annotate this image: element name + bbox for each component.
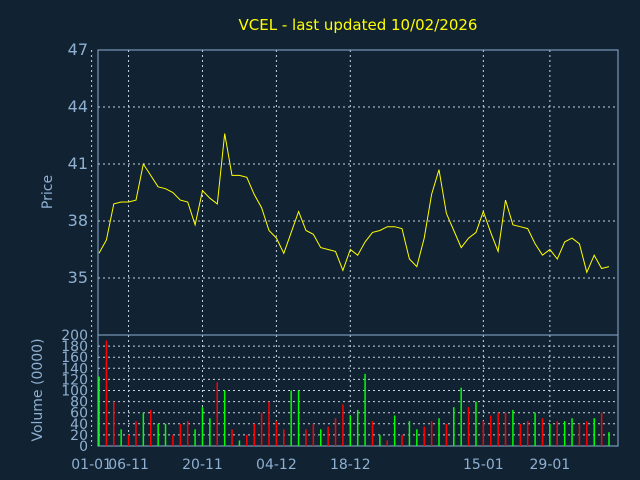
price-tick-label: 38 xyxy=(68,211,88,230)
x-tick-label: 01-01 xyxy=(71,457,112,473)
price-panel: 35 38 41 44 47 Price xyxy=(40,40,619,336)
volume-tick-label: 80 xyxy=(70,395,88,411)
price-tick-label: 44 xyxy=(68,97,88,116)
volume-tick-label: 120 xyxy=(61,372,88,388)
volume-tick-label: 200 xyxy=(61,328,88,344)
volume-tick-label: 20 xyxy=(70,428,88,444)
price-plot-frame xyxy=(97,49,619,336)
x-tick-label: 06-11 xyxy=(108,457,149,473)
chart-title: VCEL - last updated 10/02/2026 xyxy=(239,16,478,34)
x-tick-label: 20-11 xyxy=(182,457,223,473)
volume-bars xyxy=(98,340,610,446)
x-tick-label: 29-01 xyxy=(530,457,571,473)
x-tick-label: 04-12 xyxy=(256,457,297,473)
volume-gridlines xyxy=(91,334,618,447)
volume-tick-label: 60 xyxy=(70,406,88,422)
price-tick-label: 41 xyxy=(68,154,88,173)
volume-tick-label: 40 xyxy=(70,417,88,433)
price-y-ticks: 35 38 41 44 47 xyxy=(68,40,88,287)
price-tick-label: 47 xyxy=(68,40,88,59)
price-tick-label: 35 xyxy=(68,268,88,287)
price-gridlines xyxy=(91,49,618,335)
x-tick-label: 18-12 xyxy=(330,457,371,473)
volume-axis-label: Volume (0000) xyxy=(30,338,46,441)
volume-tick-label: 160 xyxy=(61,350,88,366)
price-axis-label: Price xyxy=(40,175,56,209)
volume-tick-label: 140 xyxy=(61,361,88,377)
volume-tick-label: 0 xyxy=(79,439,88,455)
price-line xyxy=(98,133,610,274)
volume-tick-label: 100 xyxy=(61,384,88,400)
volume-tick-label: 180 xyxy=(61,339,88,355)
x-tick-label: 15-01 xyxy=(463,457,504,473)
x-axis-ticks: 06-11 20-11 04-12 18-12 01-01 15-01 29-01 xyxy=(71,457,570,473)
